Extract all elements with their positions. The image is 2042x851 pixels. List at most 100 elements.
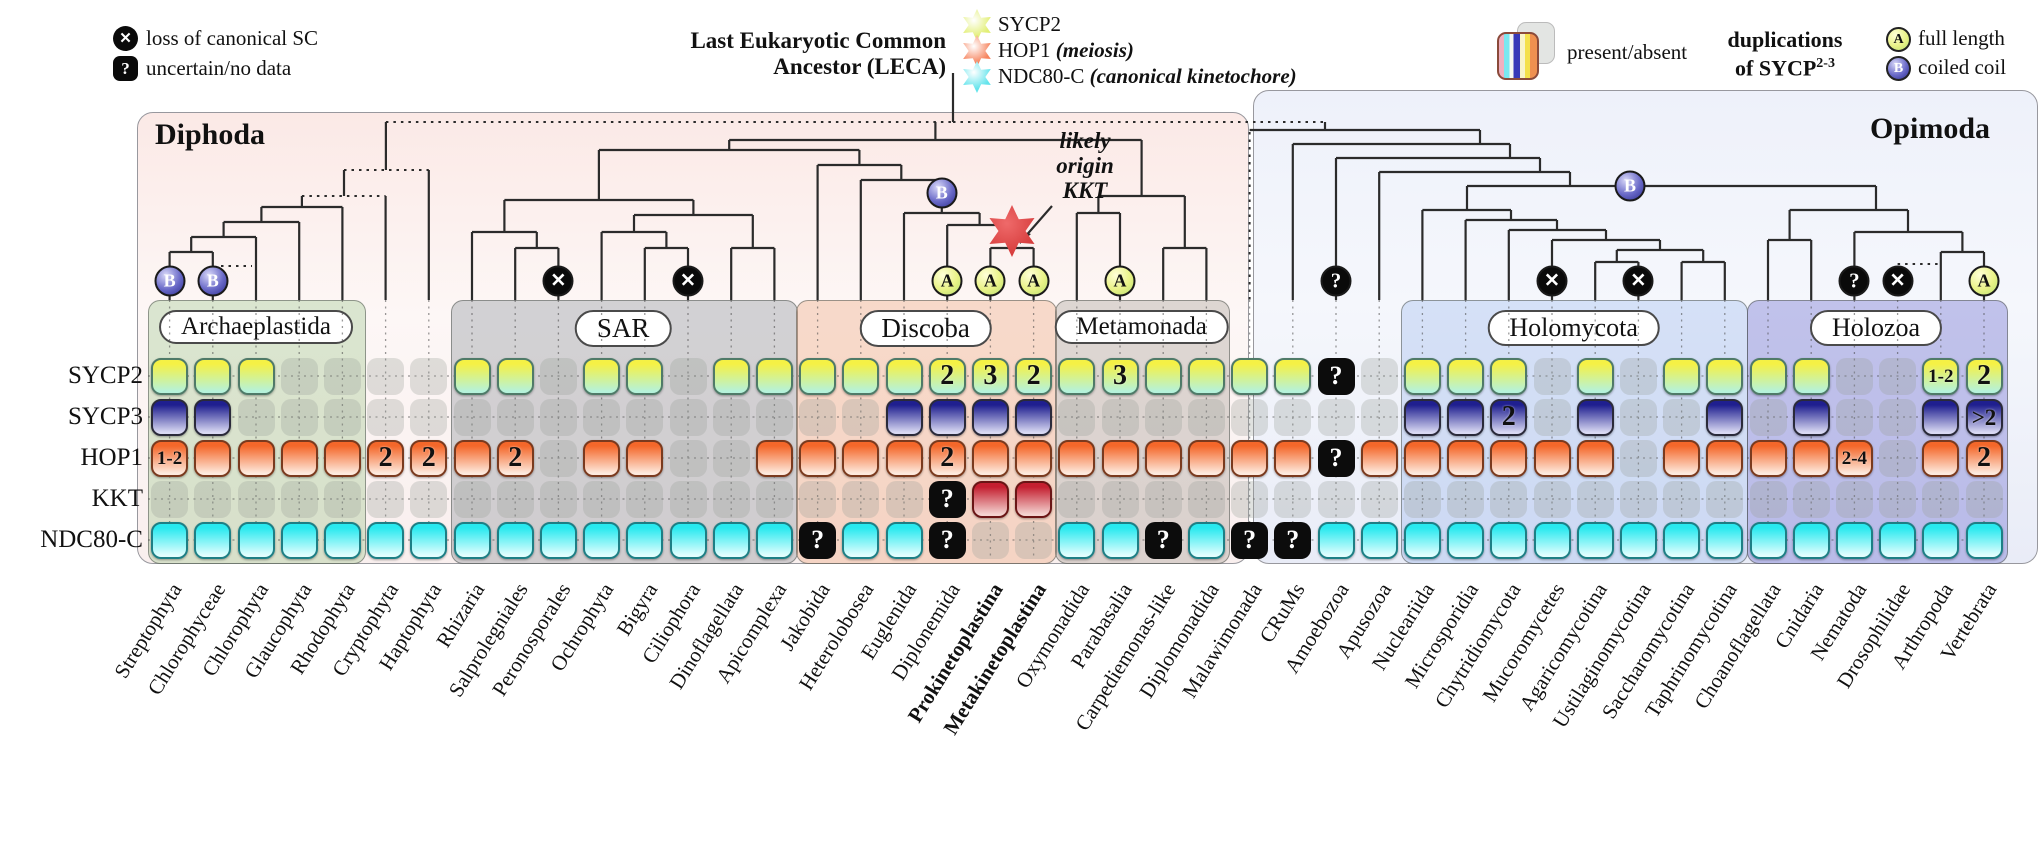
cell-KKT-Haptophyta xyxy=(410,480,448,518)
cell-SYCP2-Oxymonadida xyxy=(1058,357,1096,395)
cell-KKT-Ustilaginomycotina xyxy=(1619,480,1657,518)
cell-NDC80-C-Nucleariida xyxy=(1403,521,1441,559)
cell-HOP1-Rhizaria xyxy=(453,439,491,477)
cell-NDC80-C-Bigyra xyxy=(626,521,664,559)
cell-SYCP3-Microsporidia xyxy=(1447,398,1485,436)
cell-SYCP3-Rhodophyta xyxy=(323,398,361,436)
cell-HOP1-Chlorophyta xyxy=(237,439,275,477)
cell-SYCP3-CRuMs xyxy=(1274,398,1312,436)
legend-star-label-hop1: HOP1 (meiosis) xyxy=(998,38,1134,62)
cell-HOP1-Apicomplexa xyxy=(755,439,793,477)
cell-NDC80-C-Arthropoda xyxy=(1922,521,1960,559)
cell-KKT-Choanoflagellata xyxy=(1749,480,1787,518)
cell-KKT-Metakinetoplastina xyxy=(1015,480,1053,518)
coiled-coil-icon-chlorophyceae: B xyxy=(197,265,229,297)
cell-SYCP3-Vertebrata: >2 xyxy=(1965,398,2003,436)
cell-HOP1-CRuMs xyxy=(1274,439,1312,477)
cell-HOP1-Drosophilidae xyxy=(1879,439,1917,477)
cell-SYCP2-Rhizaria xyxy=(453,357,491,395)
cell-KKT-Bigyra xyxy=(626,480,664,518)
cell-NDC80-C-Dinoflagellata xyxy=(712,521,750,559)
cell-KKT-Rhodophyta xyxy=(323,480,361,518)
cell-SYCP3-Diplomonadida xyxy=(1187,398,1225,436)
cell-SYCP2-Choanoflagellata xyxy=(1749,357,1787,395)
cell-SYCP2-Haptophyta xyxy=(410,357,448,395)
cell-KKT-Drosophilidae xyxy=(1879,480,1917,518)
cell-KKT-Amoebozoa xyxy=(1317,480,1355,518)
cell-NDC80-C-Oxymonadida xyxy=(1058,521,1096,559)
cell-KKT-Malawimonada xyxy=(1231,480,1269,518)
cell-SYCP3-Ochrophyta xyxy=(583,398,621,436)
cell-SYCP3-Chlorophyta xyxy=(237,398,275,436)
cell-HOP1-Salprolegniales: 2 xyxy=(496,439,534,477)
cell-NDC80-C-Ustilaginomycotina xyxy=(1619,521,1657,559)
cell-NDC80-C-Saccharomycotina xyxy=(1663,521,1701,559)
cell-NDC80-C-CRuMs: ? xyxy=(1274,521,1312,559)
cell-SYCP2-Agaricomycotina xyxy=(1576,357,1614,395)
group-label-holomycota: Holomycota xyxy=(1487,310,1660,346)
coiled-coil-label: coiled coil xyxy=(1918,55,2007,79)
cell-KKT-Streptophyta xyxy=(151,480,189,518)
cell-HOP1-Carpediemonas-like xyxy=(1144,439,1182,477)
cell-NDC80-C-Malawimonada: ? xyxy=(1231,521,1269,559)
kkt-origin-arrow xyxy=(1023,205,1053,239)
duplications-line2: of SYCP2-3 xyxy=(1735,55,1835,81)
kkt-origin-note-line: origin xyxy=(1056,153,1114,178)
cell-HOP1-Rhodophyta xyxy=(323,439,361,477)
cell-HOP1-Haptophyta: 2 xyxy=(410,439,448,477)
cell-HOP1-Oxymonadida xyxy=(1058,439,1096,477)
cell-SYCP2-Metakinetoplastina: 2 xyxy=(1015,357,1053,395)
cell-SYCP3-Dinoflagellata xyxy=(712,398,750,436)
coiled-coil-icon-node: B xyxy=(926,177,958,209)
uncertain-label: uncertain/no data xyxy=(146,56,292,80)
cell-NDC80-C-Chytridiomycota xyxy=(1490,521,1528,559)
cell-KKT-Taphrinomycotina xyxy=(1706,480,1744,518)
cell-SYCP3-Agaricomycotina xyxy=(1576,398,1614,436)
cell-SYCP3-Glaucophyta xyxy=(280,398,318,436)
cell-KKT-Jakobida xyxy=(799,480,837,518)
cell-SYCP2-Apusozoa xyxy=(1360,357,1398,395)
cell-NDC80-C-Salprolegniales xyxy=(496,521,534,559)
cell-HOP1-Heterolobosea xyxy=(842,439,880,477)
cell-SYCP2-Cnidaria xyxy=(1792,357,1830,395)
cell-NDC80-C-Diplonemida: ? xyxy=(928,521,966,559)
cell-SYCP2-Chlorophyta xyxy=(237,357,275,395)
group-label-discoba: Discoba xyxy=(859,310,992,347)
kkt-origin-note: likely origin KKT xyxy=(1020,128,1150,203)
diphoda-label: Diphoda xyxy=(155,118,266,151)
full-length-icon-metakinetoplastina: A xyxy=(1018,265,1050,297)
full-length-label: full length xyxy=(1918,26,2005,50)
cell-SYCP2-Amoebozoa: ? xyxy=(1317,357,1355,395)
cell-NDC80-C-Euglenida xyxy=(885,521,923,559)
row-label-NDC80-C: NDC80-C xyxy=(40,526,143,553)
cell-NDC80-C-Microsporidia xyxy=(1447,521,1485,559)
cell-SYCP2-Diplonemida: 2 xyxy=(928,357,966,395)
cell-SYCP3-Nematoda xyxy=(1835,398,1873,436)
cell-SYCP3-Heterolobosea xyxy=(842,398,880,436)
leca-annotation: Last Eukaryotic Common Ancestor (LECA) xyxy=(626,28,946,80)
cell-SYCP2-Mucoromycetes xyxy=(1533,357,1571,395)
cell-KKT-Apusozoa xyxy=(1360,480,1398,518)
cell-SYCP2-Carpediemonas-like xyxy=(1144,357,1182,395)
cell-NDC80-C-Amoebozoa xyxy=(1317,521,1355,559)
cell-SYCP2-Ustilaginomycotina xyxy=(1619,357,1657,395)
cell-KKT-Ochrophyta xyxy=(583,480,621,518)
coiled-coil-icon: B xyxy=(1886,56,1911,81)
cell-SYCP3-Oxymonadida xyxy=(1058,398,1096,436)
cell-SYCP2-Drosophilidae xyxy=(1879,357,1917,395)
cell-SYCP3-Rhizaria xyxy=(453,398,491,436)
cell-SYCP2-Dinoflagellata xyxy=(712,357,750,395)
cell-KKT-Nucleariida xyxy=(1403,480,1441,518)
group-box-metamonada xyxy=(1055,300,1230,564)
cell-SYCP3-Ustilaginomycotina xyxy=(1619,398,1657,436)
cell-HOP1-Jakobida xyxy=(799,439,837,477)
row-label-SYCP3: SYCP3 xyxy=(67,403,143,430)
leca-line2: Ancestor (LECA) xyxy=(773,54,946,79)
cell-SYCP2-Bigyra xyxy=(626,357,664,395)
cell-NDC80-C-Taphrinomycotina xyxy=(1706,521,1744,559)
coiled-coil-icon-streptophyta: B xyxy=(154,265,186,297)
cell-SYCP2-Saccharomycotina xyxy=(1663,357,1701,395)
cell-HOP1-Diplonemida: 2 xyxy=(928,439,966,477)
cell-SYCP2-Ciliophora xyxy=(669,357,707,395)
